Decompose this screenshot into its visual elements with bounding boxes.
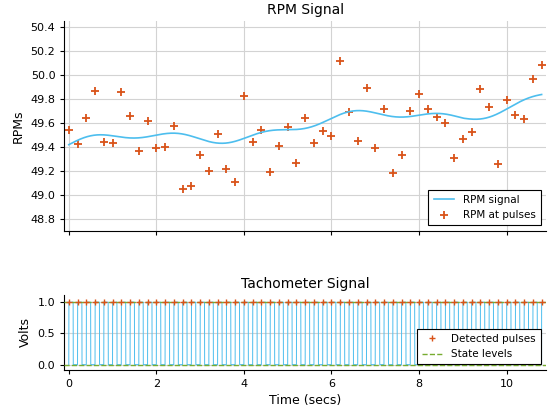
Line: RPM at pulses: RPM at pulses [64, 57, 546, 193]
RPM signal [283, 127, 290, 132]
RPM signal [295, 127, 302, 132]
Y-axis label: Volts: Volts [19, 317, 32, 347]
Detected pulses [538, 300, 545, 305]
Detected pulses [118, 300, 125, 305]
RPM at pulses [188, 183, 195, 188]
RPM at pulses [179, 186, 186, 192]
RPM at pulses [66, 128, 72, 133]
Detected pulses [486, 300, 492, 305]
Title: Tachometer Signal: Tachometer Signal [241, 277, 370, 291]
RPM signal [525, 96, 531, 101]
RPM at pulses [503, 97, 510, 102]
RPM signal [90, 133, 96, 138]
RPM signal [438, 111, 445, 116]
RPM at pulses [337, 59, 344, 64]
RPM at pulses [530, 76, 536, 81]
RPM at pulses [538, 62, 545, 67]
RPM signal [66, 142, 72, 147]
Detected pulses [66, 300, 72, 305]
State levels [109, 362, 116, 367]
Detected pulses [179, 300, 186, 305]
RPM at pulses [249, 139, 256, 144]
Line: RPM signal: RPM signal [69, 94, 542, 144]
Title: RPM Signal: RPM Signal [267, 3, 344, 17]
Legend: Detected pulses, State levels: Detected pulses, State levels [417, 329, 541, 365]
Legend: RPM signal, RPM at pulses: RPM signal, RPM at pulses [428, 190, 541, 226]
Detected pulses [153, 300, 160, 305]
Detected pulses [530, 300, 536, 305]
X-axis label: Time (secs): Time (secs) [269, 394, 342, 407]
RPM signal [538, 92, 545, 97]
State levels [66, 362, 72, 367]
Detected pulses [241, 300, 248, 305]
RPM at pulses [118, 89, 125, 94]
Line: Detected pulses: Detected pulses [66, 299, 545, 306]
RPM at pulses [153, 146, 160, 151]
Y-axis label: RPMs: RPMs [12, 109, 25, 143]
RPM signal [524, 96, 531, 101]
